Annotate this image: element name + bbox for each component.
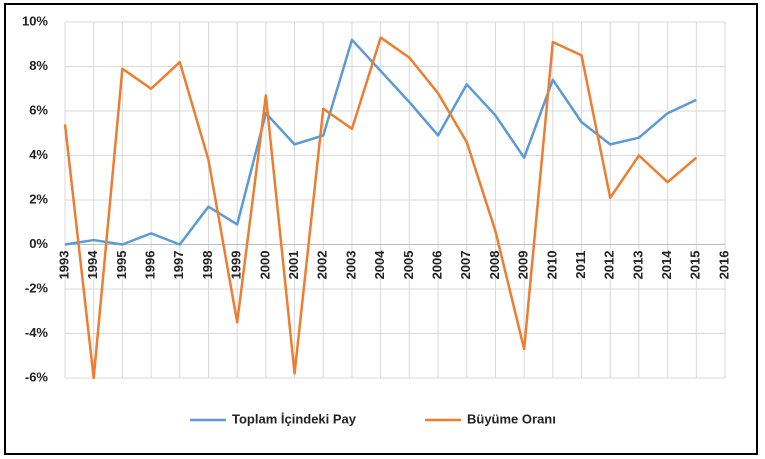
y-tick-label: 10% [22,13,48,28]
x-tick-label: 1998 [200,251,215,280]
y-tick-label: -6% [25,369,49,384]
x-tick-label: 1993 [56,251,71,280]
x-tick-label: 1996 [143,251,158,280]
x-tick-label: 2006 [429,251,444,280]
y-tick-label: -2% [25,280,49,295]
x-tick-label: 2013 [630,251,645,280]
x-tick-label: 1997 [171,251,186,280]
x-tick-label: 2008 [487,251,502,280]
x-tick-label: 2001 [286,251,301,280]
x-tick-label: 2011 [573,251,588,279]
x-tick-label: 2015 [688,251,703,280]
x-tick-label: 1999 [229,251,244,280]
x-tick-label: 2000 [257,251,272,280]
y-tick-label: 2% [29,191,48,206]
legend-label: Toplam İçindeki Pay [232,411,357,426]
x-tick-label: 2009 [516,251,531,280]
x-tick-label: 2012 [602,251,617,280]
y-tick-label: 6% [29,102,48,117]
x-tick-label: 2007 [458,251,473,280]
x-tick-label: 2002 [315,251,330,280]
line-series [63,36,698,380]
x-tick-label: 2005 [401,251,416,280]
x-tick-label: 2010 [544,251,559,280]
x-tick-label: 2016 [716,251,731,280]
y-tick-label: 0% [29,236,48,251]
line-series [64,38,697,246]
x-tick-label: 1994 [85,250,100,280]
legend-label: Büyüme Oranı [467,411,556,426]
y-tick-label: 8% [29,58,48,73]
x-tick-label: 2003 [343,251,358,280]
x-tick-label: 2014 [659,250,674,280]
x-tick-label: 2004 [372,250,387,280]
y-tick-label: -4% [25,325,49,340]
x-tick-label: 1995 [114,251,129,280]
y-tick-label: 4% [29,147,48,162]
